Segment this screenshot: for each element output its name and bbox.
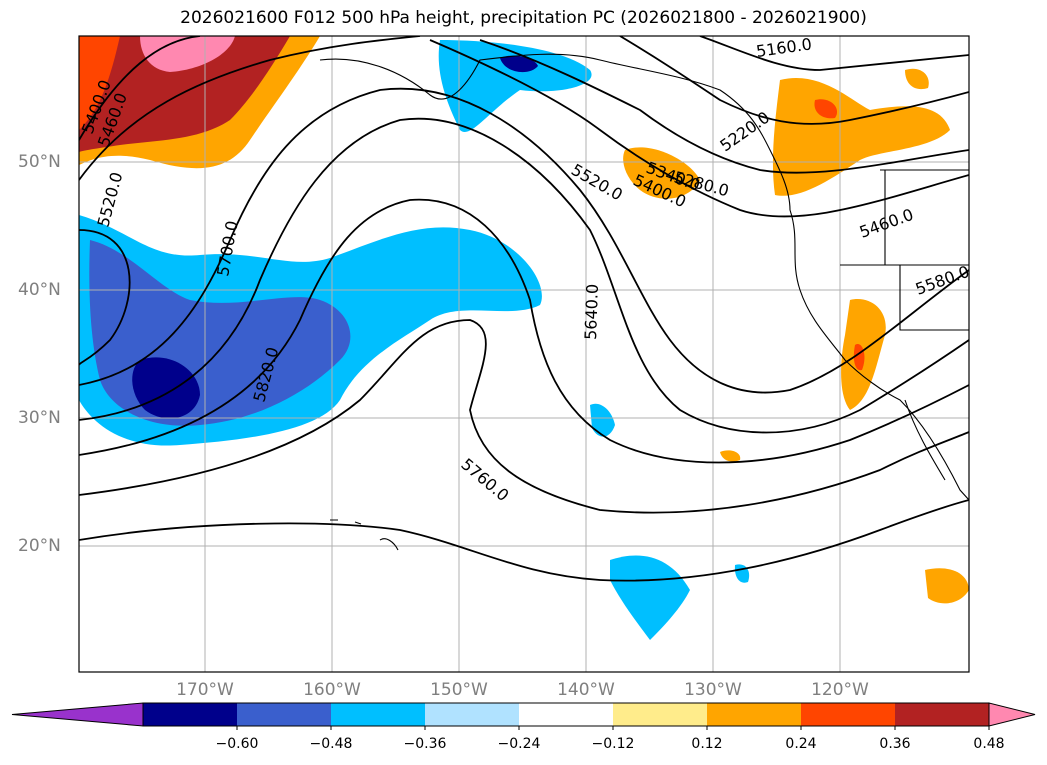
lat-label: 50°N [18, 152, 61, 172]
colorbar-segment [613, 703, 707, 726]
colorbar-tick-label: −0.36 [403, 736, 447, 752]
colorbar-tick-label: 0.12 [691, 736, 723, 752]
map-title: 2026021600 F012 500 hPa height, precipit… [180, 8, 867, 28]
colorbar-tick-label: 0.60 [1043, 736, 1047, 752]
colorbar-tick-label: 0.36 [879, 736, 911, 752]
colorbar-segment [331, 703, 425, 726]
colorbar-tick-label: −0.12 [591, 736, 635, 752]
lon-label: 160°W [303, 680, 361, 700]
lon-label: 140°W [557, 680, 615, 700]
colorbar-segment [425, 703, 519, 726]
precip-shading-positive [79, 36, 969, 604]
colorbar-tick-label: −0.60 [215, 736, 259, 752]
colorbar-segment [895, 703, 989, 726]
colorbar-extend-right [988, 702, 1036, 727]
colorbar-tick-label: −0.24 [497, 736, 541, 752]
height-contours [79, 36, 969, 582]
colorbar-segments [11, 702, 1036, 730]
lat-label: 20°N [18, 536, 61, 556]
lat-label: 40°N [18, 280, 61, 300]
lat-label: 30°N [18, 408, 61, 428]
map-panel: 5160.0 5400.0 5460.0 5520.0 5700.0 5820.… [78, 35, 970, 673]
colorbar-segment [801, 703, 895, 726]
colorbar-segment [519, 703, 613, 726]
colorbar-tick-label: 0.24 [785, 736, 817, 752]
precip-shading-negative [79, 40, 750, 640]
map-frame [78, 35, 970, 673]
colorbar-tick-label: −0.48 [309, 736, 353, 752]
lon-label: 170°W [176, 680, 234, 700]
graticule [79, 36, 969, 672]
colorbar-segment [237, 703, 331, 726]
colorbar-segment [707, 703, 801, 726]
coastlines [319, 53, 969, 551]
contour-label: 5640.0 [581, 284, 602, 341]
colorbar-tick-label: 0.48 [973, 736, 1005, 752]
colorbar-segment [143, 703, 237, 726]
colorbar-extend-left [11, 702, 144, 727]
lon-label: 130°W [684, 680, 742, 700]
lon-label: 120°W [811, 680, 869, 700]
lon-label: 150°W [430, 680, 488, 700]
